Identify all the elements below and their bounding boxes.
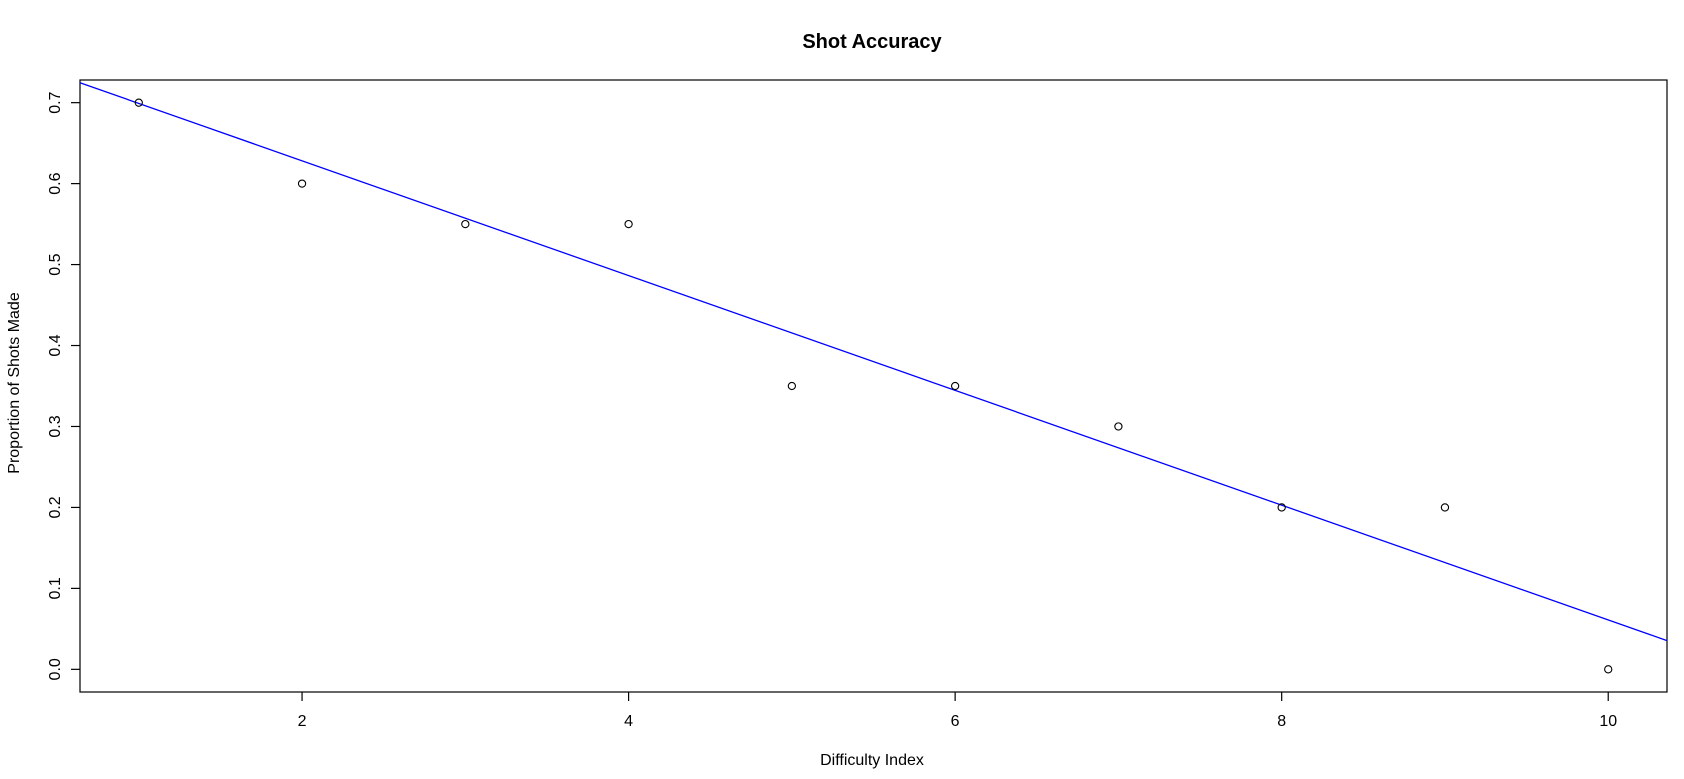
data-point [134, 98, 143, 107]
data-point [950, 381, 960, 391]
y-axis-label: Proportion of Shots Made [6, 292, 23, 474]
data-point [624, 219, 633, 229]
axes-group: 2 4 6 8 10 0.0 0.1 0.2 0.3 0.4 0.5 0.6 0.7 [47, 79, 1668, 730]
data-point [787, 381, 797, 391]
data-point [297, 179, 307, 188]
y-tick-label: 0.7 [47, 91, 64, 113]
x-axis-label: Difficulty Index [820, 752, 924, 769]
y-tick-label: 0.4 [47, 334, 64, 356]
chart-title-group: Shot Accuracy [802, 31, 942, 53]
x-tick-label: 2 [298, 713, 307, 730]
x-tick-label: 6 [951, 713, 960, 730]
x-tick-label: 8 [1277, 713, 1286, 730]
data-point [1604, 665, 1613, 674]
y-tick-label: 0.2 [47, 496, 64, 518]
x-tick-label: 4 [624, 713, 633, 730]
axis-labels-group: Difficulty Index Proportion of Shots Mad… [6, 292, 924, 769]
data-points-group [134, 98, 1613, 674]
data-point [1440, 503, 1450, 512]
y-tick-label: 0.1 [47, 577, 64, 599]
data-point [1277, 503, 1286, 512]
data-point [1114, 422, 1123, 431]
y-tick-label: 0.3 [47, 415, 64, 437]
y-tick-label: 0.5 [47, 253, 64, 275]
x-tick-label: 10 [1599, 713, 1617, 730]
chart-title: Shot Accuracy [802, 31, 942, 53]
y-tick-label: 0.6 [47, 172, 64, 194]
trend-line-group [79, 82, 1668, 642]
trend-line [79, 82, 1668, 642]
plot-frame [79, 79, 1668, 693]
data-point [461, 219, 470, 229]
y-tick-label: 0.0 [47, 658, 64, 680]
